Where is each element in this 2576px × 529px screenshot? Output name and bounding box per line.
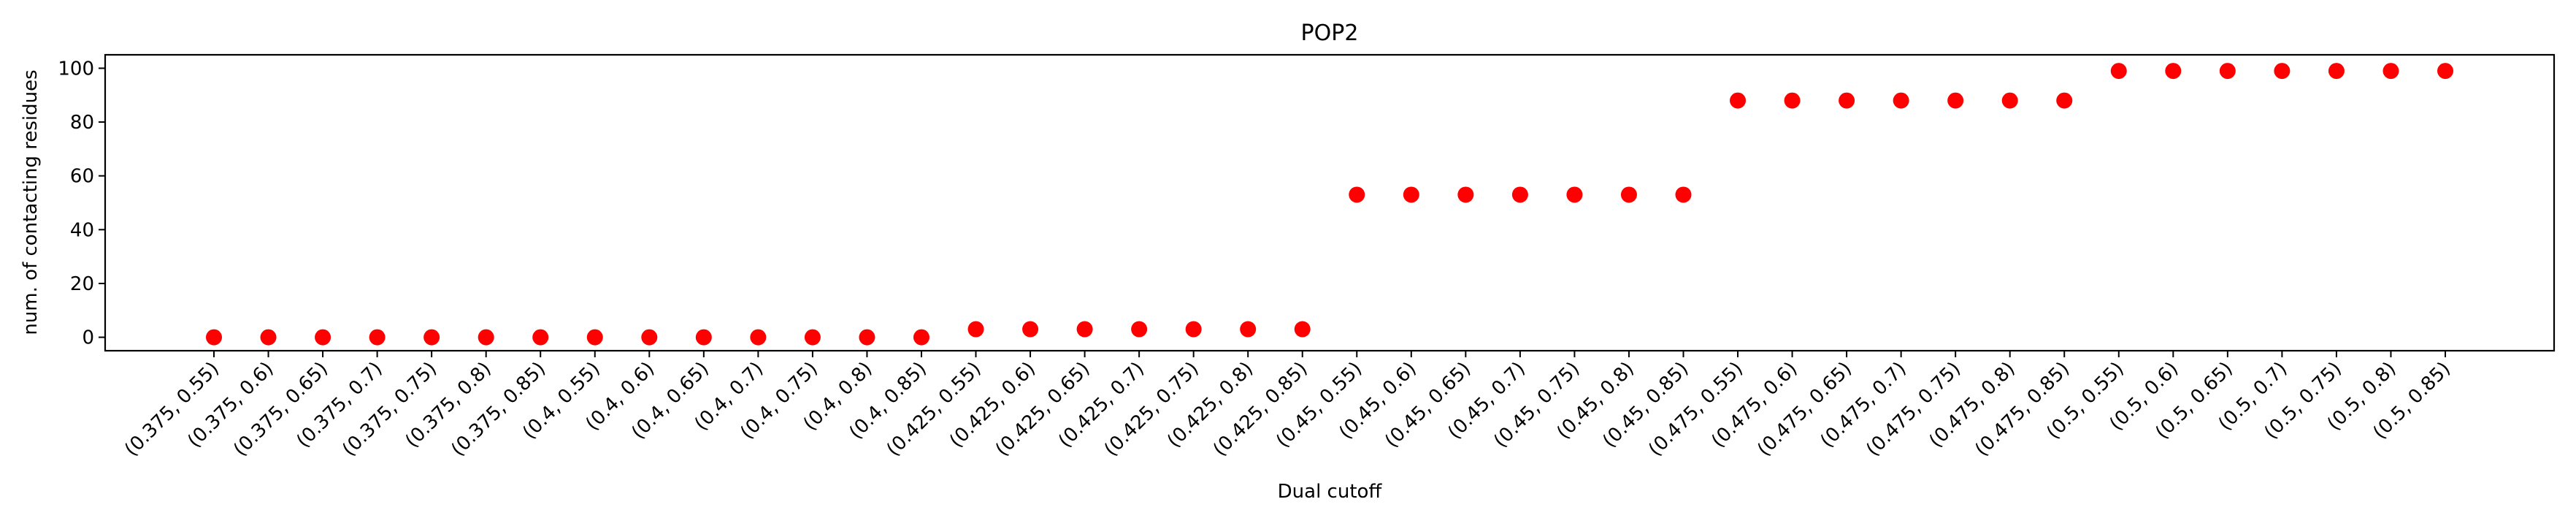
plot-frame <box>104 53 2556 352</box>
data-point <box>1294 321 1311 338</box>
data-point <box>1947 92 1964 109</box>
data-point <box>1349 186 1365 203</box>
data-point <box>260 329 277 346</box>
data-point <box>1457 186 1474 203</box>
chart-title: POP2 <box>1301 20 1359 46</box>
data-point <box>423 329 440 346</box>
data-point <box>1022 321 1039 338</box>
data-point <box>695 329 712 346</box>
data-point <box>1185 321 1202 338</box>
data-point <box>315 329 331 346</box>
data-point <box>1839 92 1855 109</box>
data-point <box>2056 92 2073 109</box>
x-tick-label: (0.375, 0.85) <box>447 358 550 461</box>
data-point <box>641 329 658 346</box>
data-point <box>1893 92 1909 109</box>
x-tick-label: (0.475, 0.85) <box>1971 358 2074 461</box>
data-point <box>1403 186 1419 203</box>
x-tick-label: (0.375, 0.75) <box>338 358 441 461</box>
data-point <box>532 329 549 346</box>
data-point <box>2328 63 2345 80</box>
x-tick-label: (0.475, 0.75) <box>1862 358 1965 461</box>
data-point <box>586 329 603 346</box>
x-tick-label: (0.425, 0.55) <box>883 358 986 461</box>
data-point <box>1566 186 1583 203</box>
data-point <box>1784 92 1801 109</box>
data-points <box>206 63 2453 346</box>
x-tick-label: (0.375, 0.65) <box>229 358 332 461</box>
data-point <box>2165 63 2182 80</box>
y-axis-label: num. of contacting residues <box>20 69 42 335</box>
x-tick-label: (0.425, 0.75) <box>1100 358 1203 461</box>
axes <box>104 53 2556 352</box>
data-point <box>2001 92 2018 109</box>
y-tick-label: 60 <box>70 166 94 188</box>
data-point <box>967 321 984 338</box>
data-point <box>1675 186 1692 203</box>
y-tick-label: 40 <box>70 219 94 241</box>
y-axis-ticks: 0 20 40 60 80 100 <box>58 58 105 349</box>
data-point <box>2274 63 2291 80</box>
data-point <box>2437 63 2453 80</box>
data-point <box>1240 321 1257 338</box>
data-point <box>478 329 494 346</box>
x-tick-label: (0.425, 0.85) <box>1209 358 1312 461</box>
x-axis-label: Dual cutoff <box>1278 481 1383 503</box>
data-point <box>1511 186 1528 203</box>
data-point <box>1730 92 1747 109</box>
data-point <box>1076 321 1093 338</box>
x-tick-label: (0.375, 0.55) <box>120 358 223 461</box>
data-point <box>859 329 875 346</box>
y-tick-label: 0 <box>82 327 94 349</box>
data-point <box>206 329 222 346</box>
x-axis-ticks: (0.375, 0.55)(0.375, 0.6)(0.375, 0.65)(0… <box>120 351 2455 461</box>
x-tick-label: (0.475, 0.55) <box>1644 358 1747 461</box>
y-tick-label: 20 <box>70 273 94 295</box>
data-point <box>1620 186 1637 203</box>
data-point <box>1131 321 1148 338</box>
data-point <box>2383 63 2399 80</box>
data-point <box>2110 63 2127 80</box>
y-tick-label: 100 <box>58 58 94 80</box>
data-point <box>750 329 767 346</box>
data-point <box>369 329 386 346</box>
y-tick-label: 80 <box>70 112 94 134</box>
data-point <box>804 329 821 346</box>
data-point <box>913 329 929 346</box>
x-tick-label: (0.475, 0.65) <box>1753 358 1856 461</box>
data-point <box>2219 63 2236 80</box>
x-tick-label: (0.425, 0.65) <box>992 358 1095 461</box>
